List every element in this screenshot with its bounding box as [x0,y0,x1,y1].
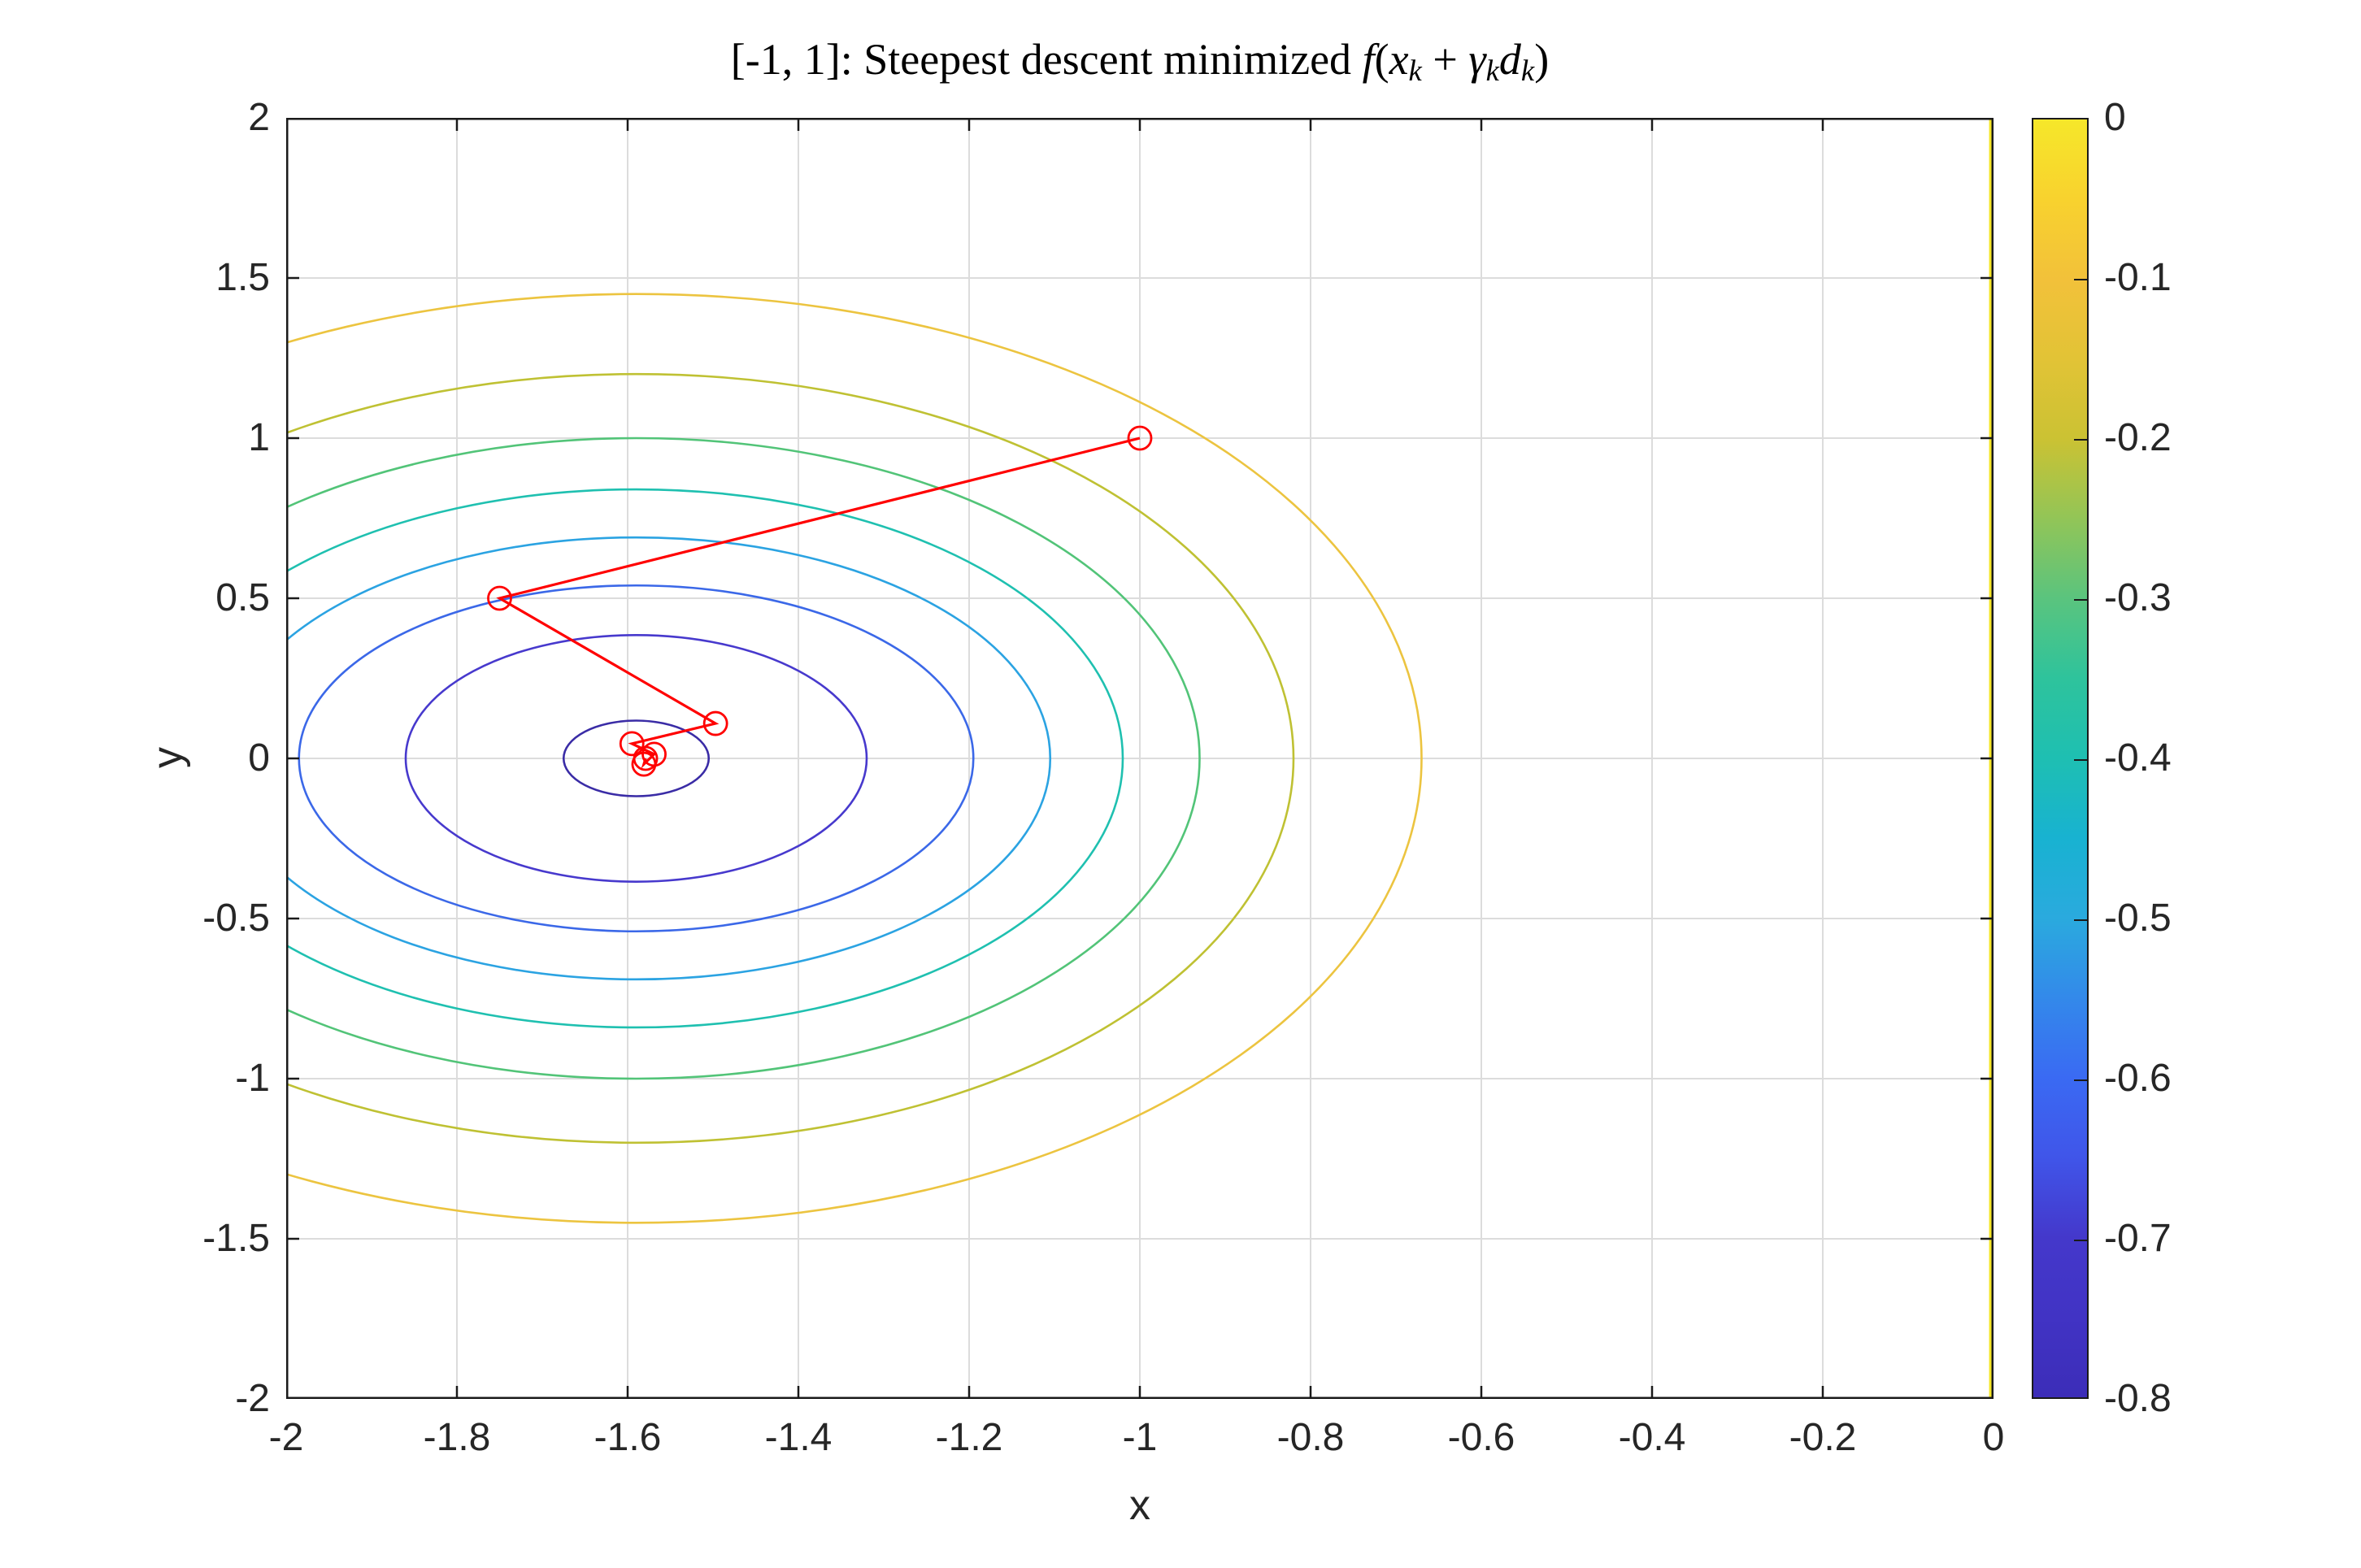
x-tick-label: -0.6 [1447,1416,1515,1459]
y-tick-label: 1 [248,416,270,459]
colorbar-tick-label: -0.6 [2104,1057,2172,1100]
title-math-plus: + [1421,35,1469,84]
axes-box [286,118,1994,1399]
descent-path-marker [702,710,728,736]
title-math-sub-k1: k [1408,54,1422,88]
y-tick-label: -0.5 [202,897,270,940]
title-math-rparen: ) [1534,35,1550,84]
contour-ring-level-0.78 [562,719,711,797]
title-math-gamma: γ [1468,35,1486,84]
colorbar-tick-mark [2074,919,2087,922]
x-axis-label: x [1129,1482,1150,1529]
descent-path-marker [487,585,512,611]
y-tick-label: 2 [248,96,270,139]
y-tick-label: 0 [248,736,270,780]
colorbar-tick-mark [2074,598,2087,602]
y-tick-label: 1.5 [215,256,270,299]
title-math-x: x [1389,35,1409,84]
colorbar-tick-mark [2074,278,2087,281]
colorbar-gradient [2033,119,2087,1397]
colorbar-tick-label: -0.3 [2104,576,2172,619]
x-tick-label: -1 [1122,1416,1158,1459]
contour-ring-level-0.5 [286,536,1051,981]
contour-ring-level-0.2 [286,373,1295,1144]
x-tick-label: 0 [1982,1416,2005,1459]
plot-area [286,118,1994,1399]
x-tick-label: -1.8 [423,1416,491,1459]
descent-path-marker [633,745,659,771]
contour-plot-svg [286,118,1994,1399]
x-tick-label: -0.2 [1789,1416,1857,1459]
colorbar-tick-label: -0.5 [2104,897,2172,940]
descent-path-marker [619,731,645,757]
descent-path-line [496,437,1141,769]
colorbar-tick-label: 0 [2104,96,2126,139]
plot-title: [-1, 1]: Steepest descent minimized f(xk… [286,34,1994,85]
title-prefix: [-1, 1]: Steepest descent minimized [730,35,1363,84]
y-axis-label: y [144,747,191,768]
colorbar-tick-label: -0.8 [2104,1377,2172,1420]
title-math-sub-k2: k [1485,54,1499,88]
colorbar [2032,118,2089,1399]
colorbar-tick-label: -0.2 [2104,416,2172,459]
x-tick-label: -1.4 [764,1416,833,1459]
colorbar-tick-mark [2074,758,2087,762]
colorbar-tick-mark [2074,438,2087,441]
colorbar-tick-label: -0.4 [2104,736,2172,780]
contour-ring-level-0.1 [286,293,1423,1224]
colorbar-tick-label: -0.1 [2104,256,2172,299]
y-tick-label: 0.5 [215,576,270,619]
title-math-sub-k3: k [1520,54,1535,88]
colorbar-tick-mark [2074,1079,2087,1082]
contour-ring-level-0.7 [404,634,868,883]
x-tick-label: -2 [268,1416,304,1459]
x-tick-label: -0.4 [1618,1416,1686,1459]
title-math-lparen: ( [1374,35,1389,84]
colorbar-tick-label: -0.7 [2104,1217,2172,1260]
x-tick-label: -1.2 [935,1416,1003,1459]
title-math-d: d [1498,35,1521,84]
title-math-f: f [1362,35,1375,84]
y-tick-label: -2 [235,1377,270,1420]
colorbar-tick-mark [2074,1239,2087,1242]
y-tick-label: -1 [235,1057,270,1100]
x-tick-label: -1.6 [594,1416,662,1459]
descent-path-marker [1127,425,1153,451]
contour-ring-level-0.3 [286,437,1201,1080]
y-tick-label: -1.5 [202,1217,270,1260]
x-tick-label: -0.8 [1276,1416,1345,1459]
contour-ring-level-0.4 [286,488,1124,1029]
